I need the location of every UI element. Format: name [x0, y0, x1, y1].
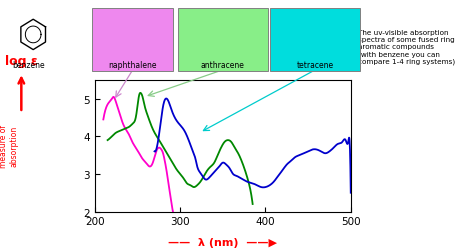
- Text: The uv-visible absorption
spectra of some fused ring
aromatic compounds
(with be: The uv-visible absorption spectra of som…: [358, 30, 455, 65]
- Text: anthracene: anthracene: [201, 60, 245, 69]
- Text: tetracene: tetracene: [297, 60, 334, 69]
- Text: measure of
absorption: measure of absorption: [0, 125, 18, 168]
- Text: log ε: log ε: [5, 55, 38, 68]
- Text: benzene: benzene: [12, 60, 45, 69]
- Text: naphthalene: naphthalene: [109, 60, 157, 69]
- Text: ——  λ (nm)  ——▶: —— λ (nm) ——▶: [168, 237, 277, 247]
